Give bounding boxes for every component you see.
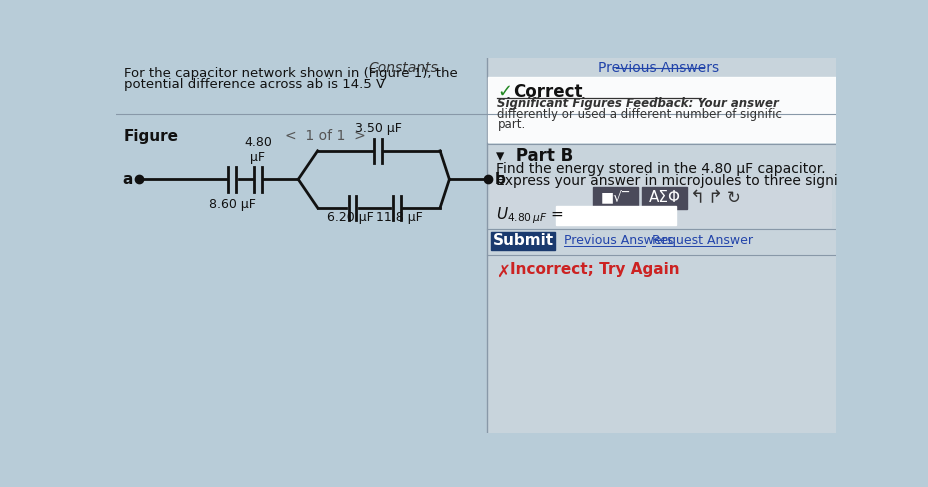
Text: 11.8 μF: 11.8 μF <box>376 211 422 224</box>
Text: <  1 of 1  >: < 1 of 1 > <box>285 129 366 143</box>
Bar <box>487 77 835 142</box>
Text: Previous Answers: Previous Answers <box>598 61 718 75</box>
Text: ■√‾: ■√‾ <box>600 191 629 205</box>
Text: Significant Figures Feedback: Your answer: Significant Figures Feedback: Your answe… <box>496 97 779 110</box>
Text: Figure: Figure <box>123 129 179 144</box>
Bar <box>555 206 675 225</box>
Text: Incorrect; Try Again: Incorrect; Try Again <box>509 262 678 278</box>
Text: ✗: ✗ <box>496 262 509 281</box>
Bar <box>491 232 554 250</box>
Bar <box>641 187 687 208</box>
Text: Previous Answers: Previous Answers <box>563 234 673 247</box>
Text: ▾  Part B: ▾ Part B <box>496 147 573 165</box>
Text: potential difference across ab is 14.5 V: potential difference across ab is 14.5 V <box>123 78 384 92</box>
Bar <box>592 187 637 208</box>
Text: Request Answer: Request Answer <box>651 234 753 247</box>
Text: AΣΦ: AΣΦ <box>648 190 680 206</box>
Text: part.: part. <box>496 118 525 131</box>
Text: 8.60 μF: 8.60 μF <box>209 198 255 211</box>
Text: ↰: ↰ <box>690 189 704 207</box>
Text: ✓: ✓ <box>496 83 512 101</box>
Text: b: b <box>494 172 505 187</box>
Text: Correct: Correct <box>512 83 582 101</box>
Text: Find the energy stored in the 4.80 μF capacitor.: Find the energy stored in the 4.80 μF ca… <box>496 162 825 176</box>
Text: a: a <box>122 172 133 187</box>
Bar <box>486 58 835 433</box>
Text: differently or used a different number of signific: differently or used a different number o… <box>496 108 781 121</box>
Text: 3.50 μF: 3.50 μF <box>354 122 401 135</box>
Text: Constants: Constants <box>367 61 437 75</box>
Text: 4.80
μF: 4.80 μF <box>244 136 272 164</box>
Text: $U_{4.80\,\mu F}$ =: $U_{4.80\,\mu F}$ = <box>496 205 563 226</box>
Text: ↱: ↱ <box>707 189 722 207</box>
Text: For the capacitor network shown in (Figure 1), the: For the capacitor network shown in (Figu… <box>123 67 458 80</box>
Bar <box>116 58 486 433</box>
Text: ↻: ↻ <box>726 189 740 207</box>
Text: Submit: Submit <box>492 233 553 248</box>
Text: Express your answer in microjoules to three signi: Express your answer in microjoules to th… <box>496 174 837 188</box>
Bar <box>489 178 830 227</box>
Text: 6.20 μF: 6.20 μF <box>327 211 373 224</box>
